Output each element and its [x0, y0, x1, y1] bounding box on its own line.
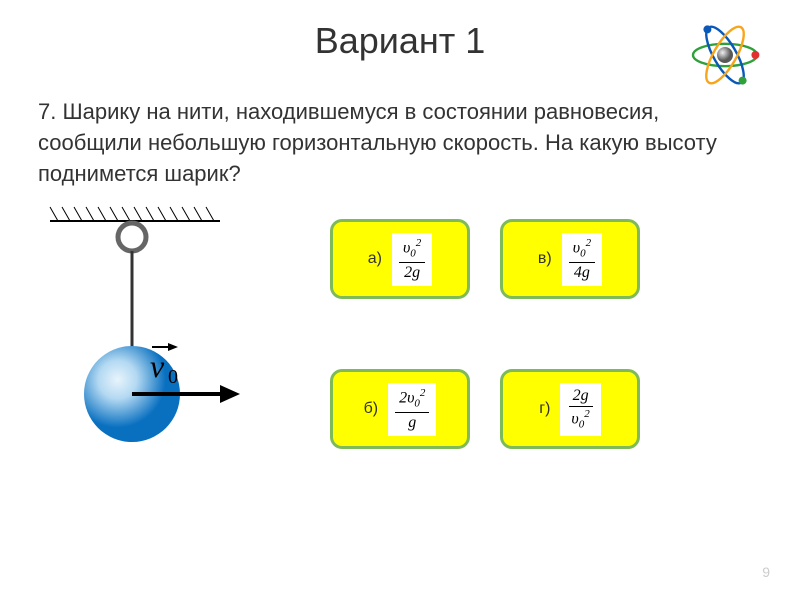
answer-formula: 2υ02 g [388, 383, 436, 436]
svg-text:0: 0 [168, 366, 178, 388]
answer-option-v[interactable]: в) υ02 4g [500, 219, 640, 299]
answer-label: г) [539, 400, 550, 418]
answers-grid: а) υ02 2g в) υ02 4g б) 2υ02 g г) 2g [330, 219, 640, 469]
answer-label: б) [364, 400, 379, 418]
answer-label: а) [368, 250, 382, 268]
atom-icon [685, 15, 765, 95]
answer-formula: υ02 4g [562, 233, 602, 286]
pendulum-diagram: v 0 [40, 199, 250, 469]
page-number: 9 [762, 564, 770, 580]
answer-formula: 2g υ02 [560, 383, 600, 436]
content-area: v 0 а) υ02 2g в) υ02 4g б) 2υ02 g [0, 209, 800, 469]
answer-option-b[interactable]: б) 2υ02 g [330, 369, 470, 449]
answer-label: в) [538, 250, 552, 268]
answer-formula: υ02 2g [392, 233, 432, 286]
page-title: Вариант 1 [0, 0, 800, 62]
answer-option-g[interactable]: г) 2g υ02 [500, 369, 640, 449]
svg-text:v: v [150, 348, 165, 384]
question-text: 7. Шарику на нити, находившемуся в состо… [0, 62, 800, 209]
answer-option-a[interactable]: а) υ02 2g [330, 219, 470, 299]
